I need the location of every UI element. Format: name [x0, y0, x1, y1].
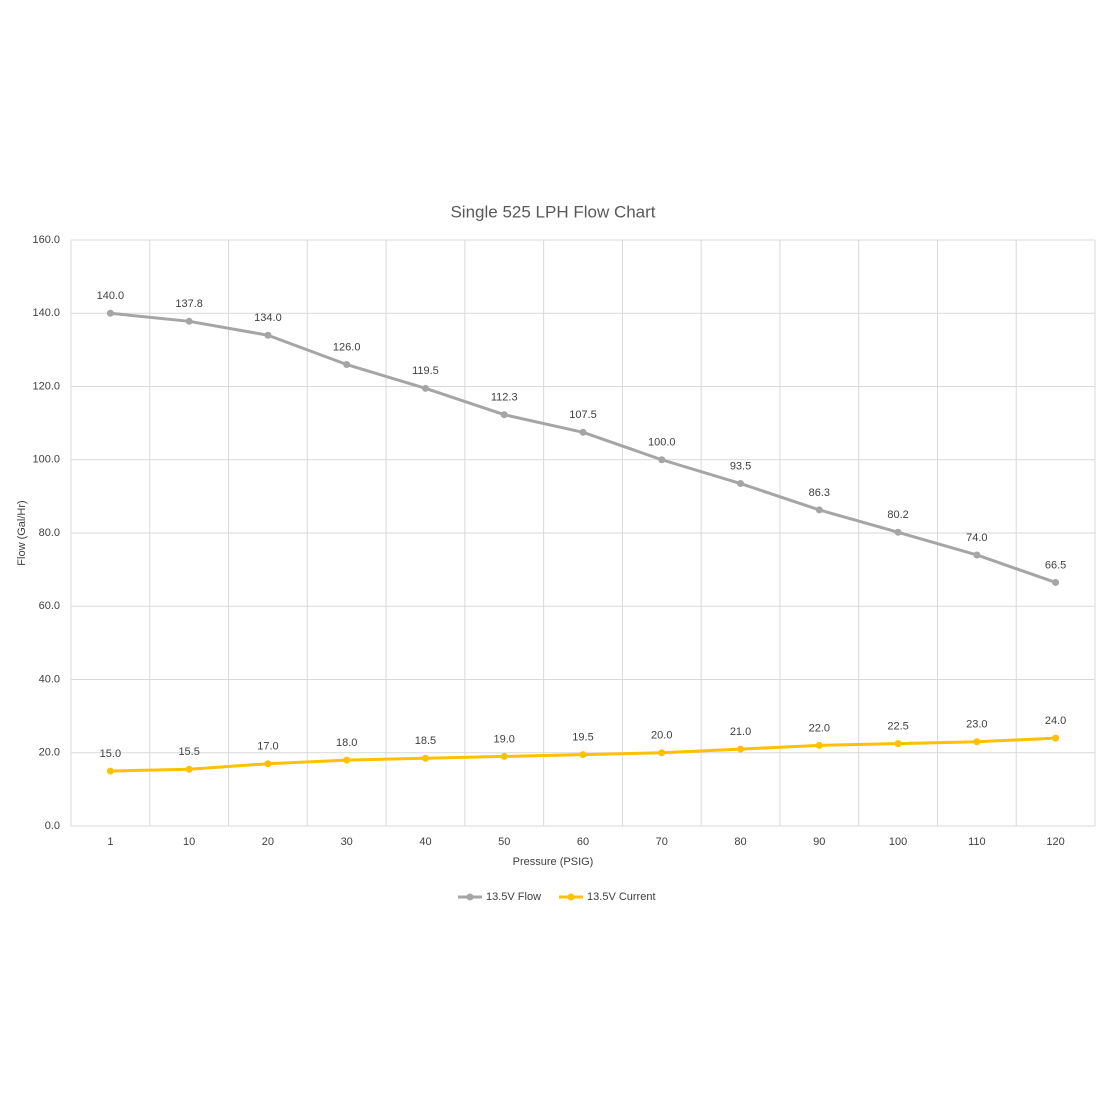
x-tick-label: 110 — [968, 836, 986, 848]
data-label: 66.5 — [1045, 559, 1066, 571]
data-point — [421, 384, 429, 392]
data-label: 134.0 — [254, 312, 282, 324]
data-point — [185, 765, 193, 773]
data-label: 107.5 — [569, 409, 597, 421]
data-point — [894, 528, 902, 536]
y-tick-label: 0.0 — [45, 820, 60, 832]
data-point — [264, 760, 272, 768]
data-point — [973, 738, 981, 746]
data-label: 23.0 — [966, 719, 987, 731]
data-point — [264, 331, 272, 339]
data-label: 80.2 — [887, 509, 908, 521]
data-label: 18.5 — [415, 735, 436, 747]
data-point — [737, 480, 745, 488]
y-tick-label: 60.0 — [39, 600, 60, 612]
data-label: 20.0 — [651, 730, 672, 742]
x-tick-label: 70 — [656, 836, 668, 848]
x-tick-label: 60 — [577, 836, 589, 848]
data-label: 100.0 — [648, 437, 676, 449]
data-label: 15.5 — [178, 746, 199, 758]
data-label: 137.8 — [175, 298, 203, 310]
data-point — [343, 361, 351, 369]
data-point — [500, 411, 508, 419]
data-point — [1052, 578, 1060, 586]
legend-label: 13.5V Current — [587, 891, 655, 903]
data-label: 112.3 — [491, 392, 518, 404]
data-label: 22.0 — [809, 722, 830, 734]
x-tick-label: 30 — [341, 836, 353, 848]
data-point — [737, 745, 745, 753]
data-label: 119.5 — [412, 365, 439, 377]
data-label: 126.0 — [333, 341, 361, 353]
data-label: 74.0 — [966, 532, 987, 544]
legend-marker — [567, 893, 575, 901]
data-label: 22.5 — [887, 721, 908, 733]
data-point — [1052, 734, 1060, 742]
chart-title: Single 525 LPH Flow Chart — [450, 202, 655, 221]
x-tick-label: 90 — [813, 836, 825, 848]
x-tick-label: 120 — [1046, 836, 1064, 848]
data-point — [579, 428, 587, 436]
data-point — [500, 752, 508, 760]
data-point — [658, 456, 666, 464]
data-point — [973, 551, 981, 559]
y-tick-label: 40.0 — [39, 673, 60, 685]
data-label: 24.0 — [1045, 715, 1066, 727]
data-label: 17.0 — [257, 741, 278, 753]
y-tick-label: 120.0 — [32, 380, 60, 392]
x-tick-label: 100 — [889, 836, 907, 848]
y-tick-label: 140.0 — [32, 307, 60, 319]
data-point — [185, 317, 193, 325]
x-axis-label: Pressure (PSIG) — [513, 856, 594, 868]
legend-marker — [466, 893, 474, 901]
data-point — [343, 756, 351, 764]
x-tick-label: 1 — [107, 836, 113, 848]
data-label: 86.3 — [809, 487, 830, 499]
data-point — [815, 506, 823, 514]
y-tick-label: 80.0 — [39, 527, 60, 539]
y-tick-label: 100.0 — [32, 454, 60, 466]
data-point — [421, 754, 429, 762]
x-tick-label: 20 — [262, 836, 274, 848]
y-axis-label: Flow (Gal/Hr) — [16, 500, 28, 565]
data-label: 19.0 — [494, 733, 515, 745]
data-label: 18.0 — [336, 737, 357, 749]
data-label: 15.0 — [100, 748, 121, 760]
y-tick-label: 160.0 — [32, 234, 60, 246]
y-tick-label: 20.0 — [39, 747, 60, 759]
x-tick-label: 50 — [498, 836, 510, 848]
data-point — [579, 751, 587, 759]
data-label: 19.5 — [572, 731, 593, 743]
data-label: 140.0 — [97, 290, 125, 302]
x-tick-label: 10 — [183, 836, 195, 848]
data-point — [106, 309, 114, 317]
x-tick-label: 80 — [734, 836, 746, 848]
data-label: 21.0 — [730, 726, 751, 738]
data-point — [815, 741, 823, 749]
data-point — [106, 767, 114, 775]
data-point — [658, 749, 666, 757]
legend-label: 13.5V Flow — [486, 891, 541, 903]
data-label: 93.5 — [730, 460, 751, 472]
data-point — [894, 740, 902, 748]
x-tick-label: 40 — [419, 836, 431, 848]
